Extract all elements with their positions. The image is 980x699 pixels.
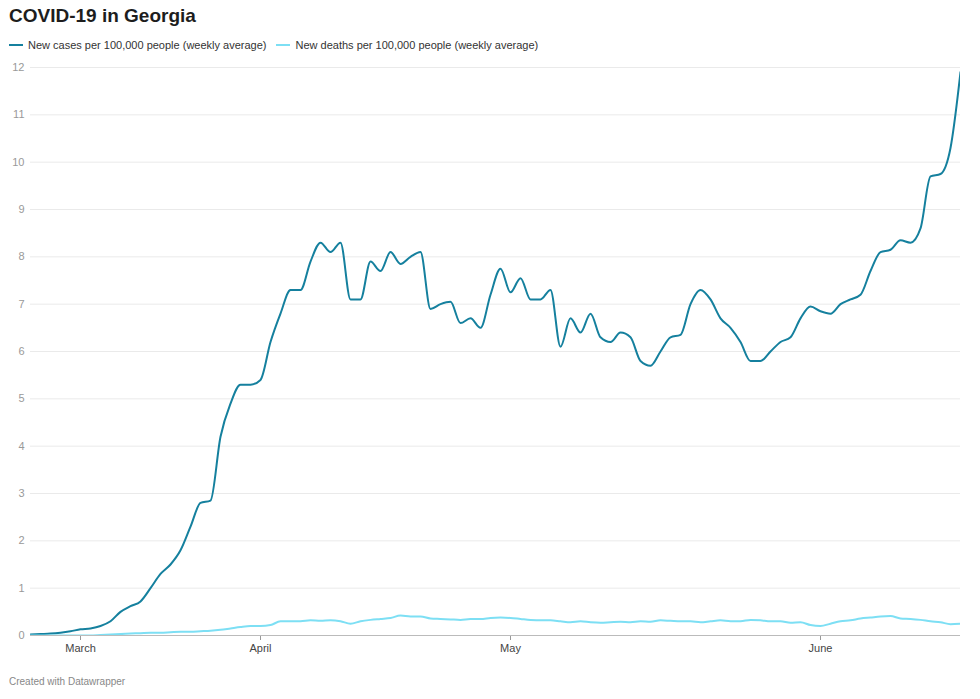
svg-text:4: 4 xyxy=(18,440,24,452)
svg-text:8: 8 xyxy=(18,250,24,262)
svg-text:1: 1 xyxy=(18,582,24,594)
svg-text:June: June xyxy=(809,642,833,654)
svg-text:9: 9 xyxy=(18,203,24,215)
html-text:COVID-19 in Georgia: COVID-19 in Georgia xyxy=(9,5,196,26)
svg-text:7: 7 xyxy=(18,298,24,310)
svg-text:3: 3 xyxy=(18,487,24,499)
html-text:Created with Datawrapper: Created with Datawrapper xyxy=(9,676,126,687)
html-text:New cases per 100,000 people (: New cases per 100,000 people (weekly ave… xyxy=(28,39,267,51)
html-text:New deaths per 100,000 people: New deaths per 100,000 people (weekly av… xyxy=(295,39,539,51)
svg-text:0: 0 xyxy=(18,629,24,641)
svg-text:6: 6 xyxy=(18,345,24,357)
svg-text:10: 10 xyxy=(12,156,24,168)
svg-text:12: 12 xyxy=(12,61,24,73)
svg-text:5: 5 xyxy=(18,392,24,404)
svg-text:11: 11 xyxy=(13,108,24,120)
svg-text:March: March xyxy=(65,642,96,654)
svg-text:2: 2 xyxy=(18,534,24,546)
svg-text:April: April xyxy=(249,642,271,654)
svg-text:May: May xyxy=(500,642,521,654)
